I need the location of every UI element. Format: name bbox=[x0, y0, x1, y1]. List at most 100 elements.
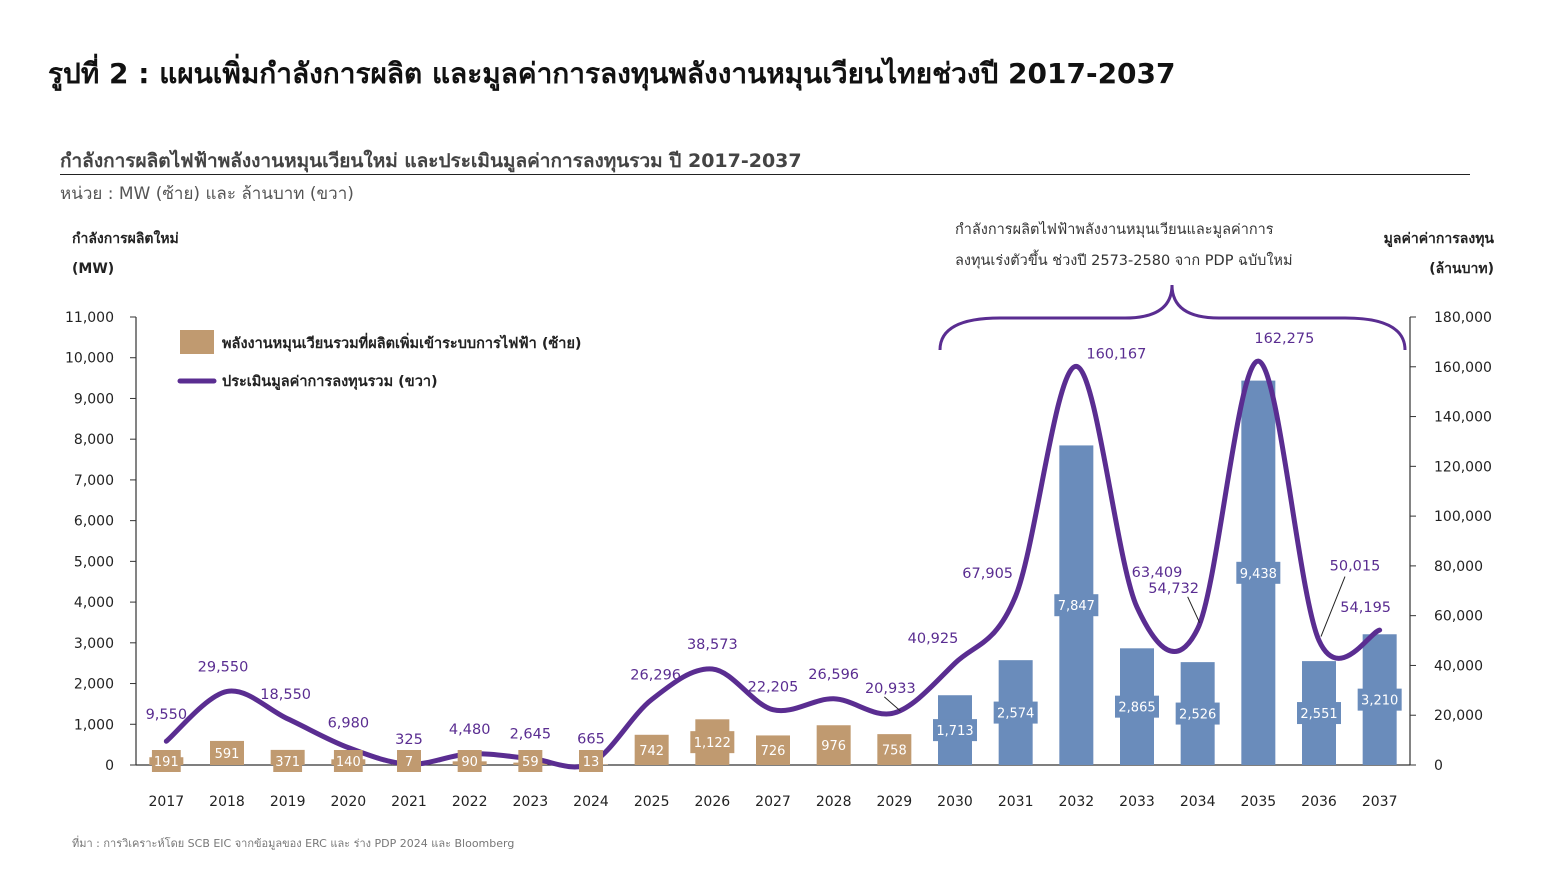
bar-label-box bbox=[518, 750, 543, 772]
chart-title: กำลังการผลิตไฟฟ้าพลังงานหมุนเวียนใหม่ แล… bbox=[60, 150, 802, 172]
bar-label-box bbox=[758, 739, 788, 762]
line-point-label: 29,550 bbox=[198, 659, 249, 675]
leader-line bbox=[1320, 576, 1346, 637]
bar-label: 2,551 bbox=[1300, 707, 1337, 722]
line-point-label: 162,275 bbox=[1254, 331, 1314, 347]
bar-label-box bbox=[637, 738, 667, 761]
line-point-label: 40,925 bbox=[908, 631, 959, 647]
right-axis-tick-label: 60,000 bbox=[1434, 609, 1483, 625]
left-axis-tick-label: 2,000 bbox=[74, 677, 114, 693]
bar-label: 1,713 bbox=[936, 724, 973, 739]
axes: 0 1,000 2,000 3,000 4,000 5,000 6,000 7,000 8,00… bbox=[65, 310, 1492, 810]
bar-label: 2,574 bbox=[997, 707, 1034, 722]
right-axis-tick-label: 120,000 bbox=[1434, 459, 1492, 475]
annotation-brace bbox=[938, 284, 1407, 351]
line-point-label: 9,550 bbox=[146, 707, 188, 723]
x-axis-tick-label: 2024 bbox=[573, 794, 609, 810]
leader-line bbox=[1187, 596, 1201, 623]
bar-label: 726 bbox=[761, 744, 786, 759]
bar-label-box bbox=[993, 701, 1038, 724]
line-point-label: 22,205 bbox=[748, 680, 799, 696]
x-axis-tick-label: 2035 bbox=[1241, 794, 1277, 810]
right-axis-tick-label: 20,000 bbox=[1434, 708, 1483, 724]
bar-label: 2,865 bbox=[1118, 701, 1155, 716]
bar-label-box bbox=[579, 750, 603, 772]
bar-label: 758 bbox=[882, 744, 907, 759]
bar-label: 9,438 bbox=[1240, 567, 1277, 582]
bar-label: 3,210 bbox=[1361, 694, 1398, 709]
right-axis-tick-label: 0 bbox=[1434, 758, 1443, 774]
bar-label: 1,122 bbox=[694, 736, 731, 751]
left-axis-tick-label: 0 bbox=[105, 758, 114, 774]
right-axis-tick-label: 180,000 bbox=[1434, 310, 1492, 326]
page-title: รูปที่ 2 : แผนเพิ่มกำลังการผลิต และมูลค่… bbox=[48, 57, 1176, 90]
x-axis-tick-label: 2023 bbox=[513, 794, 549, 810]
bar-label: 13 bbox=[583, 755, 600, 770]
bar-label-box bbox=[457, 750, 482, 772]
bar-label-box bbox=[1175, 702, 1220, 725]
bar-label-box bbox=[933, 719, 977, 742]
bar-label: 191 bbox=[154, 755, 179, 770]
bar-label-box bbox=[1357, 688, 1402, 711]
annotation-line-2: ลงทุนเร่งตัวขึ้น ช่วงปี 2573-2580 จาก PD… bbox=[955, 249, 1293, 269]
legend-bar-label: พลังงานหมุนเวียนรวมที่ผลิตเพิ่มเข้าระบบก… bbox=[222, 332, 582, 352]
left-axis-tick-label: 1,000 bbox=[74, 717, 114, 733]
bar-label-box bbox=[1115, 695, 1159, 718]
line-point-label: 665 bbox=[577, 731, 605, 747]
left-axis-tick-label: 11,000 bbox=[65, 310, 114, 326]
bar-label-box bbox=[397, 750, 421, 772]
bar-label-box bbox=[879, 738, 909, 761]
right-axis-tick-label: 80,000 bbox=[1434, 559, 1483, 575]
bar-label-box bbox=[1297, 702, 1341, 725]
x-axis-tick-label: 2036 bbox=[1301, 794, 1337, 810]
left-axis-tick-label: 4,000 bbox=[74, 595, 114, 611]
bar-label-box bbox=[333, 750, 363, 772]
bar-label: 59 bbox=[522, 755, 539, 770]
x-axis-tick-label: 2028 bbox=[816, 794, 852, 810]
right-axis-tick-label: 140,000 bbox=[1434, 410, 1492, 426]
bar-label-box bbox=[1054, 594, 1099, 617]
left-axis-tick-label: 7,000 bbox=[74, 473, 114, 489]
legend: พลังงานหมุนเวียนรวมที่ผลิตเพิ่มเข้าระบบก… bbox=[177, 330, 582, 390]
line-point-label: 2,645 bbox=[510, 726, 552, 742]
x-axis-tick-label: 2017 bbox=[149, 794, 185, 810]
line-point-label: 160,167 bbox=[1086, 346, 1146, 362]
x-axis-tick-label: 2018 bbox=[209, 794, 245, 810]
x-axis-tick-label: 2029 bbox=[877, 794, 913, 810]
line-point-label: 67,905 bbox=[962, 566, 1013, 582]
data-labels: 191 591 371 140 7 90 59 13 742 1,122 726 976 758 1,71… bbox=[146, 331, 1402, 772]
bar-label: 140 bbox=[336, 755, 361, 770]
bar-label: 976 bbox=[821, 739, 846, 754]
bar-label-box bbox=[212, 741, 242, 764]
source-note: ที่มา : การวิเคราะห์โดย SCB EIC จากข้อมู… bbox=[72, 837, 515, 850]
bar-label: 742 bbox=[639, 744, 664, 759]
annotation-line-1: กำลังการผลิตไฟฟ้าพลังงานหมุนเวียนและมูลค… bbox=[955, 220, 1274, 238]
x-axis-tick-label: 2034 bbox=[1180, 794, 1216, 810]
bar-label: 7,847 bbox=[1058, 599, 1095, 614]
line-point-label: 50,015 bbox=[1330, 559, 1381, 575]
left-axis-tick-label: 8,000 bbox=[74, 432, 114, 448]
x-axis-tick-label: 2030 bbox=[937, 794, 973, 810]
line-point-label: 63,409 bbox=[1132, 565, 1183, 581]
left-axis-tick-label: 10,000 bbox=[65, 351, 114, 367]
bar-label-box bbox=[690, 731, 735, 754]
line-point-label: 6,980 bbox=[328, 716, 370, 732]
bar-label-box bbox=[1236, 561, 1281, 584]
right-axis-tick-label: 100,000 bbox=[1434, 509, 1492, 525]
left-axis-tick-label: 3,000 bbox=[74, 636, 114, 652]
bar-label: 2,526 bbox=[1179, 708, 1216, 723]
right-axis-unit: (ล้านบาท) bbox=[1429, 261, 1494, 277]
line-point-label: 54,195 bbox=[1340, 600, 1391, 616]
left-axis-tick-label: 6,000 bbox=[74, 514, 114, 530]
left-axis-tick-label: 9,000 bbox=[74, 391, 114, 407]
line-point-label: 18,550 bbox=[260, 687, 311, 703]
x-axis-tick-label: 2027 bbox=[755, 794, 791, 810]
line-point-label: 38,573 bbox=[687, 637, 738, 653]
bar-label-box bbox=[819, 734, 849, 757]
leader-line bbox=[884, 696, 901, 712]
x-axis-tick-label: 2020 bbox=[331, 794, 367, 810]
x-axis-tick-label: 2026 bbox=[695, 794, 731, 810]
bar-label-box bbox=[151, 750, 181, 772]
right-axis-tick-label: 40,000 bbox=[1434, 658, 1483, 674]
